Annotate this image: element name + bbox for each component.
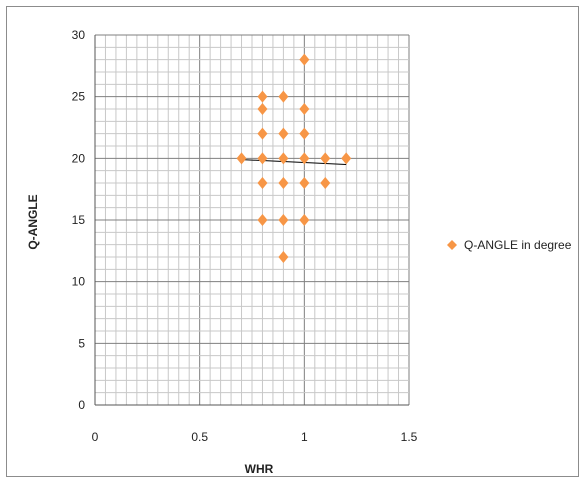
- data-point: [299, 127, 310, 140]
- axes: [94, 35, 409, 406]
- data-point: [278, 152, 289, 165]
- data-point: [257, 103, 268, 115]
- data-point: [341, 152, 352, 165]
- legend-marker-diamond: [447, 240, 457, 250]
- data-point: [299, 214, 310, 226]
- y-tick-label: 5: [78, 336, 85, 350]
- data-points: [236, 53, 352, 263]
- y-tick-label: 30: [72, 28, 86, 42]
- data-point: [320, 177, 331, 189]
- data-point: [278, 127, 289, 140]
- scatter-chart: 0 5 10 15 20 25 30 0 0.5 1 1.5 Q-ANGLE WHR Q-ANGLE…: [26, 28, 572, 476]
- data-point: [299, 152, 310, 165]
- data-point: [257, 152, 268, 165]
- x-axis-title: WHR: [245, 462, 274, 476]
- y-tick-label: 25: [72, 90, 86, 104]
- y-axis-title: Q-ANGLE: [26, 194, 40, 249]
- data-point: [299, 103, 310, 115]
- data-point: [257, 214, 268, 226]
- data-point: [257, 127, 268, 140]
- data-point: [299, 53, 310, 66]
- data-point: [299, 177, 310, 189]
- x-tick-label: 0: [92, 430, 99, 444]
- data-point: [278, 214, 289, 226]
- data-point: [257, 177, 268, 189]
- chart-frame: 0 5 10 15 20 25 30 0 0.5 1 1.5 Q-ANGLE WHR Q-ANGLE…: [6, 6, 579, 477]
- y-tick-label: 0: [78, 398, 85, 412]
- data-point: [320, 152, 331, 165]
- tick-labels: 0 5 10 15 20 25 30 0 0.5 1 1.5: [72, 28, 418, 444]
- data-point: [278, 177, 289, 189]
- data-point: [236, 152, 247, 165]
- y-tick-label: 10: [72, 275, 86, 289]
- trendline: [241, 159, 347, 165]
- legend: Q-ANGLE in degree: [447, 238, 572, 252]
- data-point: [278, 90, 289, 103]
- legend-label: Q-ANGLE in degree: [464, 238, 572, 252]
- y-tick-label: 20: [72, 151, 86, 165]
- x-tick-label: 0.5: [191, 430, 208, 444]
- y-tick-label: 15: [72, 213, 86, 227]
- data-point: [257, 90, 268, 103]
- x-tick-label: 1: [301, 430, 308, 444]
- grid: [94, 34, 410, 406]
- data-point: [278, 251, 289, 263]
- x-tick-label: 1.5: [401, 430, 418, 444]
